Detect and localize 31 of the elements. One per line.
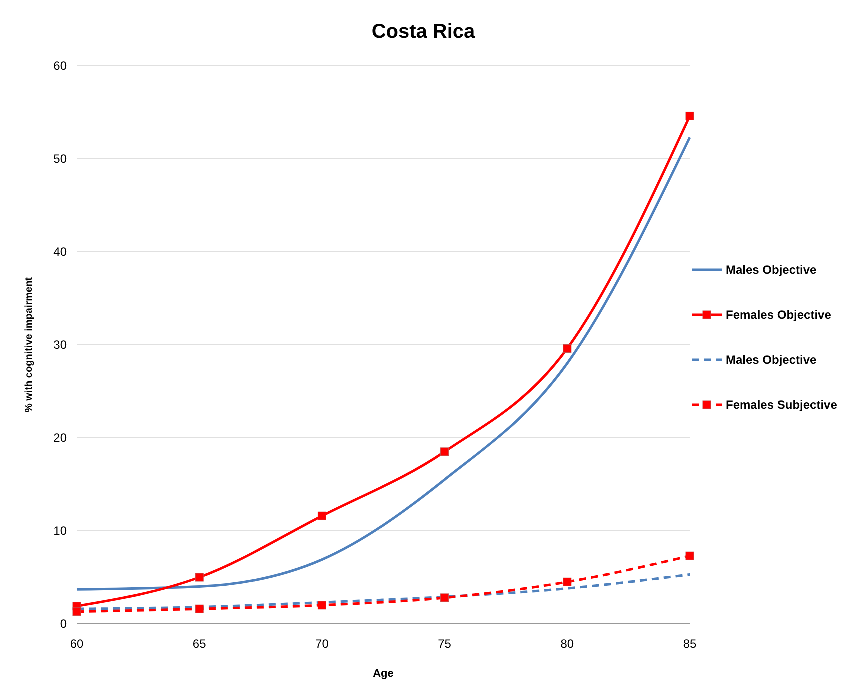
y-tick-label: 10 [54, 524, 68, 538]
y-axis-title: % with cognitive impairment [24, 276, 35, 413]
legend-label: Males Objective [726, 353, 818, 367]
point [72, 608, 82, 616]
x-tick-label: 85 [683, 637, 697, 651]
point [563, 344, 572, 353]
x-tick-label: 80 [560, 637, 574, 651]
x-axis-title: Age [373, 668, 394, 680]
y-tick-label: 20 [54, 431, 68, 445]
point [563, 578, 572, 586]
point [318, 512, 326, 520]
y-tick-label: 40 [54, 245, 68, 259]
legend-label: Females Objective [726, 308, 832, 322]
y-tick-label: 60 [54, 59, 68, 73]
point [318, 601, 326, 610]
x-tick-label: 75 [438, 637, 452, 651]
point [195, 573, 204, 582]
x-tick-label: 65 [192, 637, 207, 651]
point [440, 594, 450, 602]
y-tick-label: 50 [54, 152, 68, 166]
x-tick-label: 60 [70, 637, 84, 651]
point [440, 448, 450, 456]
point [195, 604, 204, 614]
chart-title: Costa Rica [372, 21, 476, 43]
y-tick-label: 0 [60, 617, 68, 631]
legend-label: Males Objective [726, 263, 818, 277]
point [686, 552, 694, 560]
legend-label: Females Subjective [726, 398, 838, 412]
x-tick-label: 70 [316, 637, 330, 651]
point [686, 112, 694, 120]
y-tick-label: 30 [54, 338, 68, 352]
